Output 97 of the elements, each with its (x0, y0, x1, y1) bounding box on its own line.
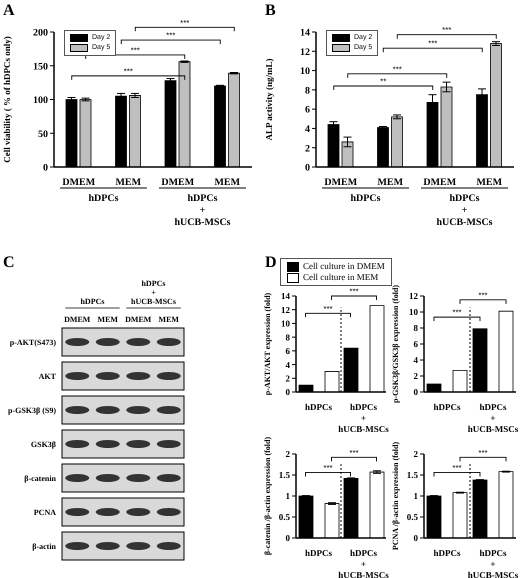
y-axis-title: Cell viability ( % of hDPCs only) (2, 36, 12, 163)
text: hDPCs (350, 193, 381, 204)
annotation: *** (124, 66, 133, 76)
category-label: β-actin (32, 542, 56, 551)
y-tick-label: 6 (305, 104, 310, 116)
x-tick-label: hDPCs + hUCB-MSCs (338, 402, 390, 434)
category-label: DMEM (64, 315, 91, 324)
annotation: *** (166, 31, 176, 40)
annotation: *** (478, 290, 488, 300)
text: C (3, 254, 15, 271)
y-tick-label: 8 (286, 332, 290, 342)
annotation: *** (349, 448, 359, 458)
category-label: DMEM (125, 315, 152, 324)
y-tick-label: 0 (43, 162, 48, 174)
y-tick-label: 2 (286, 373, 290, 384)
category-label: p-AKT(S473) (10, 338, 56, 347)
annotation: *** (442, 26, 452, 35)
category-label: MEM (98, 315, 118, 324)
y-tick-label: 12 (409, 291, 418, 302)
annotation: *** (392, 64, 402, 74)
x-tick-label: DMEM (423, 177, 457, 188)
chart-title: A (3, 2, 15, 19)
x-tick-label: hDPCs + hUCB-MSCs (468, 402, 519, 434)
y-tick-label: 2 (305, 143, 310, 154)
y-tick-label: 4 (414, 355, 418, 366)
x-tick-label: MEM (476, 177, 503, 188)
category-label: AKT (38, 372, 56, 381)
text: hDPCs (88, 193, 119, 204)
y-tick-label: 0.5 (406, 512, 418, 522)
y-tick-label: 2 (286, 449, 290, 460)
annotation: *** (323, 463, 333, 472)
y-tick-label: 2 (414, 371, 418, 382)
y-axis-title: ALP activity (ng/mL) (264, 58, 274, 140)
y-tick-label: 14 (281, 291, 290, 302)
text: *** (349, 287, 359, 296)
chart-title: B (265, 2, 276, 19)
y-tick-label: 1 (286, 491, 290, 502)
category-label: MEM (158, 315, 180, 324)
x-tick-label: DMEM (324, 177, 358, 188)
category-label: p-GSK3β (S9) (8, 406, 56, 415)
annotation: *** (428, 39, 438, 48)
category-label: GSK3β (30, 440, 56, 449)
y-tick-label: 4 (305, 124, 310, 135)
y-axis-title: p-AKT/AKT expression (fold) (263, 292, 272, 396)
y-tick-label: 150 (33, 61, 48, 72)
y-tick-label: 0 (414, 387, 418, 398)
y-axis-title: p-GSK3β/GSK3β expression (fold) (391, 284, 400, 404)
y-tick-label: 10 (281, 318, 290, 329)
y-tick-label: 0.5 (278, 512, 290, 522)
text: hDPCs + hUCB-MSCs (131, 279, 176, 306)
y-tick-label: 0 (286, 533, 290, 544)
x-tick-label: DMEM (62, 177, 96, 188)
y-tick-label: 10 (409, 307, 418, 318)
y-tick-label: 200 (33, 28, 48, 39)
legend-label: Cell culture in DMEM (303, 261, 385, 272)
y-tick-label: 1.5 (406, 470, 418, 480)
y-axis-title: PCNA /β-actin expression (fold) (391, 442, 400, 550)
x-tick-label: hDPCs + hUCB-MSCs (468, 548, 519, 578)
annotation: *** (478, 448, 488, 458)
legend-label: Cell culture in MEM (303, 272, 378, 283)
category-label: β-catenin (24, 474, 56, 483)
x-tick-label: DMEM (161, 177, 195, 188)
y-tick-label: 4 (286, 360, 290, 370)
y-tick-label: 10 (300, 66, 310, 78)
y-tick-label: 8 (305, 85, 310, 96)
annotation: *** (323, 304, 333, 314)
y-tick-label: 0 (286, 387, 290, 398)
y-tick-label: 2 (414, 449, 418, 460)
y-tick-label: 1.5 (278, 470, 290, 480)
annotation: *** (452, 463, 462, 472)
y-tick-label: 6 (414, 339, 418, 350)
x-tick-label: MEM (377, 177, 404, 188)
y-tick-label: 0 (414, 533, 418, 544)
y-axis-title: β-catenin /β-actin expression (fold) (263, 436, 272, 556)
x-tick-label: hDPCs (433, 402, 461, 412)
annotation: *** (452, 308, 462, 318)
chart-title: D (265, 254, 277, 271)
x-tick-label: hDPCs (304, 402, 332, 412)
category-label: PCNA (34, 508, 56, 517)
y-tick-label: 8 (414, 323, 418, 334)
annotation: ** (380, 77, 386, 86)
x-tick-label: hDPCs + hUCB-MSCs (338, 548, 390, 578)
x-tick-label: MEM (115, 177, 142, 188)
y-tick-label: 12 (281, 304, 290, 315)
y-tick-label: 12 (300, 46, 310, 58)
x-tick-label: hDPCs (433, 548, 461, 558)
y-tick-label: 6 (286, 346, 290, 356)
annotation: *** (130, 46, 140, 55)
y-tick-label: 1 (414, 491, 418, 502)
text: hDPCs (80, 297, 105, 306)
y-tick-label: 100 (33, 95, 48, 106)
y-tick-label: 0 (305, 162, 310, 174)
y-tick-label: 50 (38, 128, 48, 140)
y-tick-label: 14 (300, 28, 310, 39)
x-tick-label: MEM (214, 177, 241, 188)
text: *** (180, 18, 190, 28)
x-tick-label: hDPCs (304, 548, 332, 558)
